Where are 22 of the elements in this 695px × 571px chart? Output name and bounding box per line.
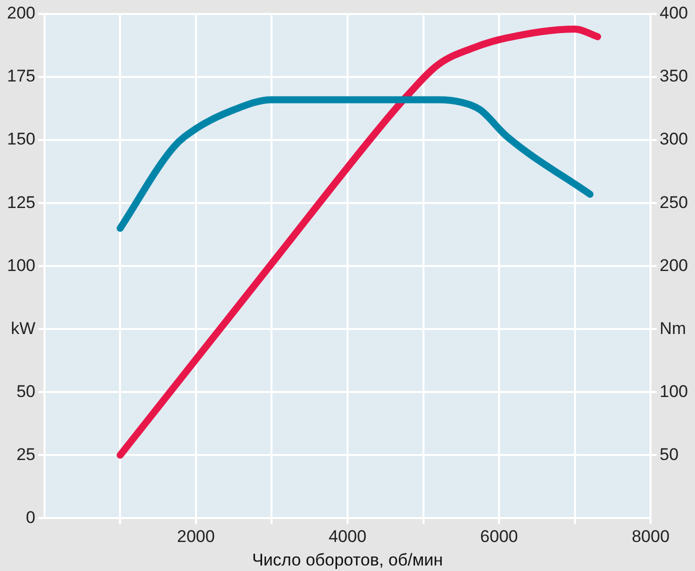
y2-tick-label: 400 xyxy=(660,4,688,23)
y-tick-label: 50 xyxy=(16,382,36,401)
y2-tick-label: 50 xyxy=(660,444,679,464)
y2-tick-label: 300 xyxy=(660,130,688,149)
y-tick-label: 125 xyxy=(6,192,36,212)
x-tick-label: 4000 xyxy=(328,527,366,546)
y-tick-label: 100 xyxy=(6,256,36,275)
y2-tick-label: 250 xyxy=(660,192,688,212)
x-axis-title: Число оборотов, об/мин xyxy=(252,550,443,570)
y-tick-label: 150 xyxy=(6,130,36,149)
y2-tick-label: Nm xyxy=(660,318,686,338)
y-tick-label: kW xyxy=(10,318,36,338)
y2-tick-label: 200 xyxy=(660,256,688,275)
y-tick-label: 25 xyxy=(16,444,36,464)
y2-tick-label: 350 xyxy=(660,66,688,86)
y-tick-label: 0 xyxy=(26,508,36,527)
x-tick-label: 8000 xyxy=(632,527,670,546)
x-tick-label: 2000 xyxy=(177,527,215,546)
y-tick-label: 175 xyxy=(6,66,36,86)
y-tick-label: 200 xyxy=(6,4,36,23)
y2-tick-label: 100 xyxy=(660,382,688,401)
x-tick-label: 6000 xyxy=(480,527,518,546)
